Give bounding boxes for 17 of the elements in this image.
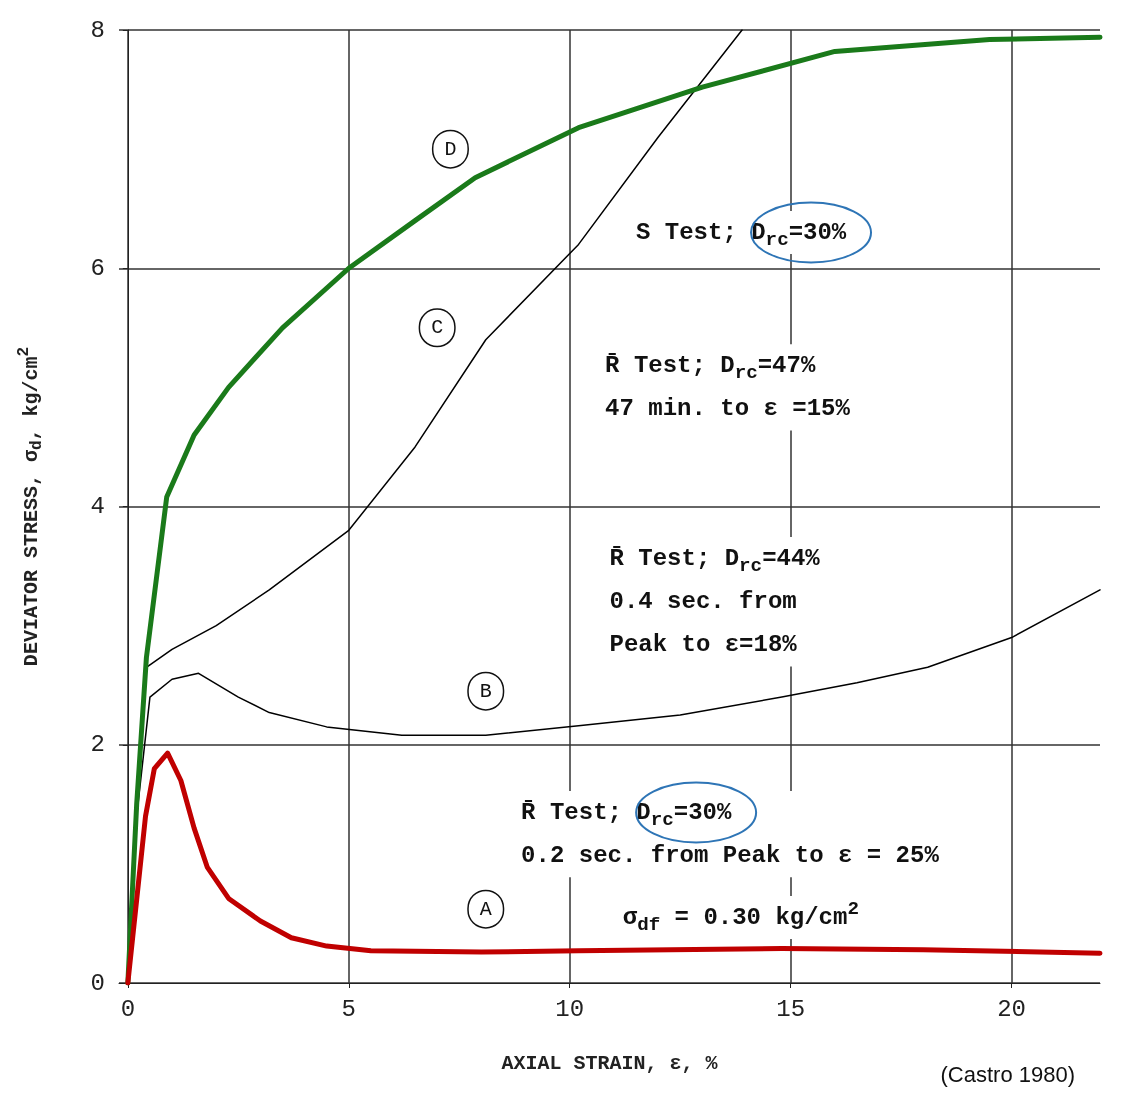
- annotation: B: [479, 679, 492, 703]
- y-axis-title: DEVIATOR STRESS, σd, kg/cm2: [15, 346, 46, 667]
- y-tick-label: 0: [90, 969, 105, 997]
- x-tick-label: 20: [997, 995, 1027, 1023]
- x-tick-label: 5: [341, 995, 356, 1023]
- annotation: A: [479, 897, 492, 921]
- y-tick-label: 2: [90, 731, 105, 759]
- x-tick-label: 10: [555, 995, 585, 1023]
- annotation: D: [444, 137, 457, 161]
- y-tick-label: 6: [90, 254, 105, 282]
- x-tick-label: 0: [120, 995, 136, 1023]
- text: (Castro 1980): [940, 1061, 1076, 1087]
- y-tick-label: 4: [90, 493, 105, 520]
- x-axis-title: AXIAL STRAIN, ε, %: [501, 1051, 719, 1075]
- x-tick-label: 15: [776, 995, 806, 1023]
- annotation: C: [431, 316, 444, 340]
- y-tick-label: 8: [90, 16, 105, 44]
